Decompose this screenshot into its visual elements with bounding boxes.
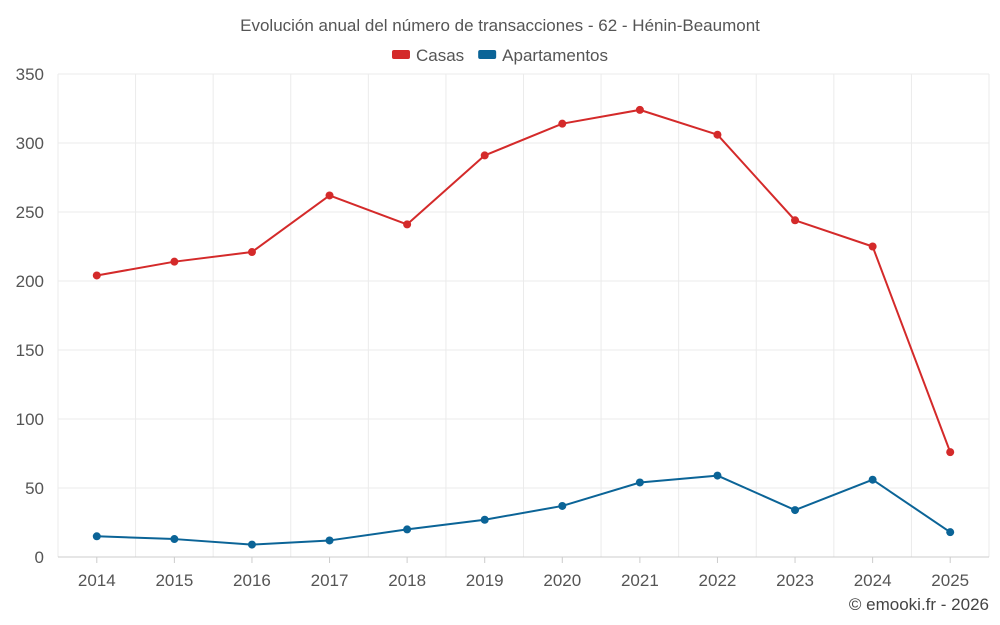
x-tick-label: 2014 <box>78 571 116 590</box>
x-tick-label: 2023 <box>776 571 814 590</box>
data-point-casas[interactable] <box>558 119 567 128</box>
legend-swatch <box>478 50 497 59</box>
data-point-casas[interactable] <box>946 448 955 457</box>
series-group <box>92 105 955 549</box>
data-point-apartamentos[interactable] <box>946 528 955 537</box>
data-point-apartamentos[interactable] <box>92 532 101 541</box>
y-tick-label: 300 <box>16 134 44 153</box>
data-point-apartamentos[interactable] <box>868 475 877 484</box>
data-point-casas[interactable] <box>713 130 722 139</box>
data-point-casas[interactable] <box>325 191 334 200</box>
y-tick-label: 50 <box>25 479 44 498</box>
x-tick-label: 2022 <box>699 571 737 590</box>
x-axis: 2014 2015 2016 2017 2018 2019 2020 2021 2022 2023… <box>78 557 969 590</box>
y-tick-label: 150 <box>16 341 44 360</box>
series-line-apartamentos <box>96 474 951 546</box>
data-point-casas[interactable] <box>247 248 256 257</box>
data-point-apartamentos[interactable] <box>558 501 567 510</box>
x-tick-label: 2021 <box>621 571 659 590</box>
grid <box>57 73 990 558</box>
y-tick-label: 100 <box>16 410 44 429</box>
data-point-casas[interactable] <box>480 151 489 160</box>
series-line-casas <box>96 108 952 453</box>
x-tick-label: 2016 <box>233 571 271 590</box>
data-point-apartamentos[interactable] <box>791 506 800 515</box>
data-point-casas[interactable] <box>170 257 179 266</box>
x-tick-label: 2017 <box>311 571 349 590</box>
data-point-apartamentos[interactable] <box>635 478 644 487</box>
x-tick-label: 2020 <box>543 571 581 590</box>
x-tick-label: 2025 <box>931 571 969 590</box>
x-tick-label: 2024 <box>854 571 892 590</box>
legend-item-casas[interactable]: Casas <box>391 46 464 65</box>
data-point-apartamentos[interactable] <box>170 535 179 544</box>
y-tick-label: 0 <box>35 548 44 567</box>
x-tick-label: 2018 <box>388 571 426 590</box>
data-point-apartamentos[interactable] <box>325 536 334 545</box>
y-axis: 0 50 100 150 200 250 300 350 <box>16 65 44 567</box>
data-point-apartamentos[interactable] <box>247 540 256 549</box>
data-point-casas[interactable] <box>635 105 644 114</box>
data-point-apartamentos[interactable] <box>480 515 489 524</box>
credit: © emooki.fr - 2026 <box>849 595 989 614</box>
data-point-casas[interactable] <box>791 216 800 225</box>
legend-label: Casas <box>416 46 464 65</box>
x-tick-label: 2019 <box>466 571 504 590</box>
data-point-apartamentos[interactable] <box>713 471 722 480</box>
data-point-apartamentos[interactable] <box>403 525 412 534</box>
legend-item-apartamentos[interactable]: Apartamentos <box>478 46 608 65</box>
x-tick-label: 2015 <box>155 571 193 590</box>
data-point-casas[interactable] <box>92 271 101 280</box>
legend-swatch <box>391 50 410 59</box>
y-tick-label: 200 <box>16 272 44 291</box>
data-point-casas[interactable] <box>403 220 412 229</box>
legend: Casas Apartamentos <box>391 46 608 65</box>
y-tick-label: 250 <box>16 203 44 222</box>
data-point-casas[interactable] <box>868 242 877 251</box>
y-tick-label: 350 <box>16 65 44 84</box>
chart-title: Evolución anual del número de transaccio… <box>240 16 760 35</box>
legend-label: Apartamentos <box>502 46 608 65</box>
